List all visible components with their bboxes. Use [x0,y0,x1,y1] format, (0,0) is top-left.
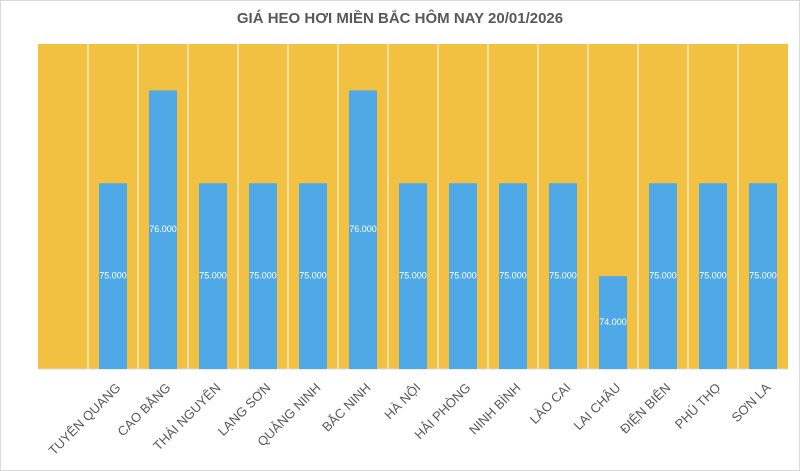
bar [749,183,777,369]
bar [99,183,127,369]
bar [599,276,627,369]
data-label: 75.000 [399,271,427,281]
chart-title: GIÁ HEO HƠI MIỀN BẮC HÔM NAY 20/01/2026 [237,9,563,27]
data-label: 75.000 [699,271,727,281]
data-label: 75.000 [199,271,227,281]
data-label: 75.000 [749,271,777,281]
data-label: 75.000 [249,271,277,281]
bar [299,183,327,369]
bar [349,90,377,369]
data-label: 75.000 [499,271,527,281]
bar [549,183,577,369]
data-label: 76.000 [149,224,177,234]
data-label: 75.000 [99,271,127,281]
data-label: 74.000 [599,317,627,327]
data-label: 75.000 [549,271,577,281]
bar [499,183,527,369]
bar [649,183,677,369]
bar [149,90,177,369]
data-label: 75.000 [449,271,477,281]
bar [249,183,277,369]
data-label: 75.000 [299,271,327,281]
bar [199,183,227,369]
bar [399,183,427,369]
bar [449,183,477,369]
data-label: 75.000 [649,271,677,281]
bar [699,183,727,369]
data-label: 76.000 [349,224,377,234]
